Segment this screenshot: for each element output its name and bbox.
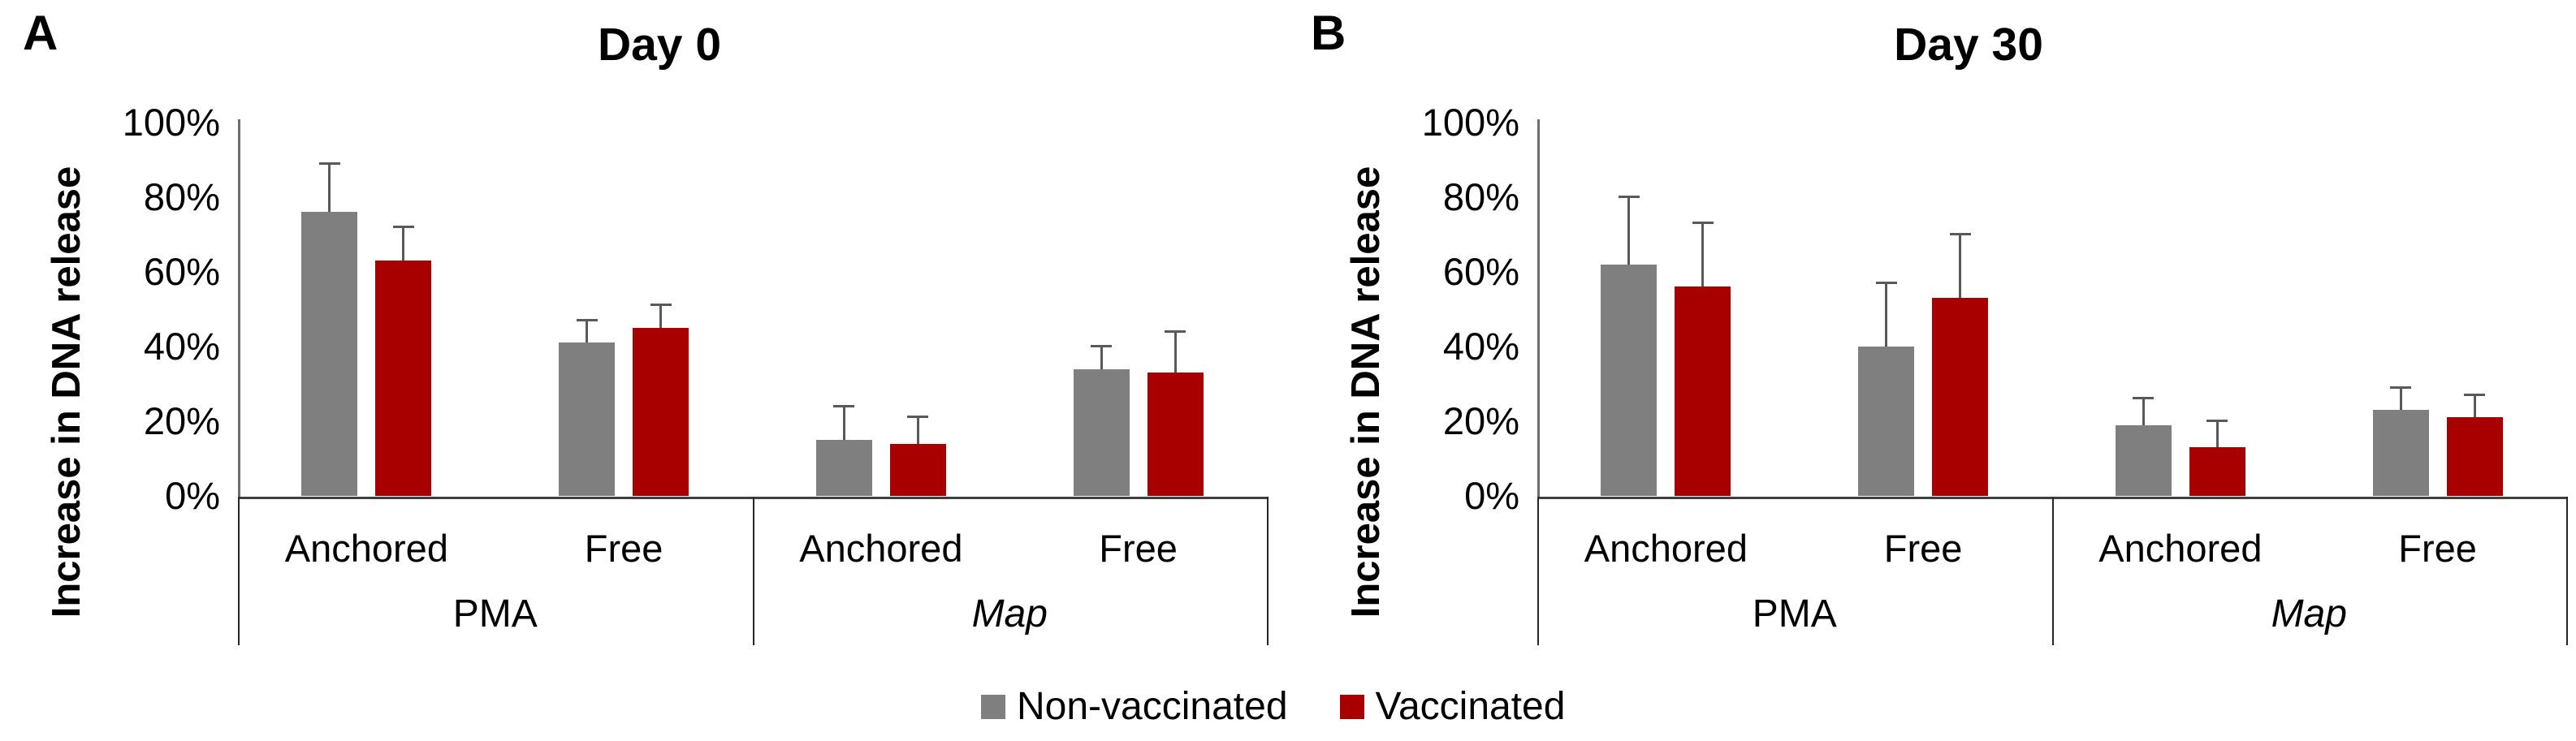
y-tick-label: 0% <box>165 474 220 517</box>
error-bar-line <box>842 406 845 440</box>
y-tick-label: 40% <box>1442 325 1519 368</box>
y-tick-label: 20% <box>1442 399 1519 442</box>
y-tick-label: 100% <box>1421 101 1519 144</box>
axis-bracket-line <box>2566 497 2568 645</box>
bar-day-30-pma-free-non-vaccinated <box>1858 347 1915 496</box>
category-label-pma-anchored: Anchored <box>284 527 448 570</box>
error-bar-cap <box>2206 420 2228 422</box>
error-bar-cap <box>907 416 929 419</box>
bar-day-30-pma-free-vaccinated <box>1932 298 1989 496</box>
panel-a-letter: A <box>23 6 58 60</box>
bar-day-30-map-free-vaccinated <box>2446 417 2503 496</box>
error-bar-line <box>1173 331 1177 373</box>
error-bar-cap <box>1618 196 1640 198</box>
y-axis-line <box>238 119 240 497</box>
error-bar-cap <box>1949 233 1971 235</box>
axis-bracket-line <box>238 497 240 645</box>
bar-day-30-pma-anchored-vaccinated <box>1675 286 1731 496</box>
panel-b-letter: B <box>1311 6 1346 60</box>
y-axis-line <box>1537 119 1540 497</box>
category-label-map-anchored: Anchored <box>799 527 963 570</box>
bar-day-30-pma-anchored-non-vaccinated <box>1601 264 1658 496</box>
bar-day-0-map-free-non-vaccinated <box>1073 368 1130 496</box>
error-bar-line <box>1701 223 1705 287</box>
group-divider <box>752 497 754 645</box>
bar-day-30-map-free-non-vaccinated <box>2372 410 2429 496</box>
error-bar-cap <box>1091 345 1113 347</box>
error-bar-line <box>1885 282 1888 347</box>
error-bar-cap <box>1692 222 1714 225</box>
error-bar-cap <box>2464 393 2486 396</box>
error-bar-line <box>328 163 331 213</box>
error-bar-line <box>586 320 589 343</box>
bar-day-0-map-anchored-non-vaccinated <box>815 440 872 496</box>
error-bar-cap <box>650 304 672 307</box>
error-bar-cap <box>576 318 598 321</box>
group-label-map: Map <box>971 592 1048 635</box>
bar-day-0-pma-anchored-non-vaccinated <box>301 212 358 496</box>
bar-day-30-map-anchored-vaccinated <box>2189 447 2245 496</box>
bar-day-0-pma-free-non-vaccinated <box>559 342 616 496</box>
non-vaccinated-swatch-icon <box>981 694 1005 719</box>
category-label-map-anchored: Anchored <box>2098 527 2263 570</box>
legend-label-non-vaccinated: Non-vaccinated <box>1017 685 1288 728</box>
legend-item-non-vaccinated: Non-vaccinated <box>981 684 1288 729</box>
legend-label-vaccinated: Vaccinated <box>1375 685 1566 728</box>
legend-item-vaccinated: Vaccinated <box>1339 684 1566 729</box>
panel-a-title: Day 0 <box>597 19 722 71</box>
category-label-pma-free: Free <box>1883 527 1963 570</box>
category-label-map-free: Free <box>2398 527 2477 570</box>
error-bar-cap <box>2133 397 2155 400</box>
y-tick-label: 80% <box>1442 175 1519 218</box>
error-bar-cap <box>392 225 414 228</box>
error-bar-line <box>916 417 919 444</box>
group-label-pma: PMA <box>1752 592 1837 635</box>
y-tick-label: 100% <box>122 101 220 144</box>
y-tick-label: 20% <box>143 399 220 442</box>
panel-b-title: Day 30 <box>1894 19 2043 71</box>
y-tick-label: 60% <box>143 250 220 293</box>
category-label-map-free: Free <box>1099 527 1178 570</box>
error-bar-line <box>2399 387 2402 411</box>
y-tick-label: 40% <box>143 325 220 368</box>
error-bar-line <box>1627 197 1631 265</box>
error-bar-cap <box>2390 386 2412 389</box>
error-bar-line <box>2215 421 2219 448</box>
category-label-pma-free: Free <box>584 527 663 570</box>
error-bar-cap <box>1875 281 1897 284</box>
error-bar-cap <box>318 162 340 165</box>
bar-day-30-map-anchored-non-vaccinated <box>2115 424 2172 496</box>
vaccinated-swatch-icon <box>1339 694 1364 719</box>
error-bar-line <box>659 305 663 328</box>
panel-b-y-axis-title: Increase in DNA release <box>1344 166 1388 618</box>
legend: Non-vaccinated Vaccinated <box>981 684 1565 729</box>
error-bar-line <box>2142 399 2145 425</box>
error-bar-line <box>1959 235 1962 299</box>
error-bar-cap <box>833 404 855 407</box>
error-bar-cap <box>1165 330 1186 333</box>
group-label-pma: PMA <box>452 592 538 635</box>
y-tick-label: 0% <box>1464 474 1519 517</box>
error-bar-line <box>402 226 405 261</box>
category-label-pma-anchored: Anchored <box>1584 527 1748 570</box>
panel-a-y-axis-title: Increase in DNA release <box>45 166 89 618</box>
bar-day-0-map-anchored-vaccinated <box>889 443 946 496</box>
error-bar-line <box>2473 394 2476 418</box>
y-tick-label: 80% <box>143 175 220 218</box>
bar-day-0-map-free-vaccinated <box>1147 373 1204 496</box>
error-bar-line <box>1100 347 1103 369</box>
bar-day-0-pma-anchored-vaccinated <box>375 261 432 496</box>
axis-bracket-line <box>1537 497 1539 645</box>
bar-day-0-pma-free-vaccinated <box>633 328 689 496</box>
axis-bracket-line <box>1267 497 1269 645</box>
group-divider <box>2051 497 2054 645</box>
group-label-map: Map <box>2271 592 2347 635</box>
y-tick-label: 60% <box>1442 250 1519 293</box>
